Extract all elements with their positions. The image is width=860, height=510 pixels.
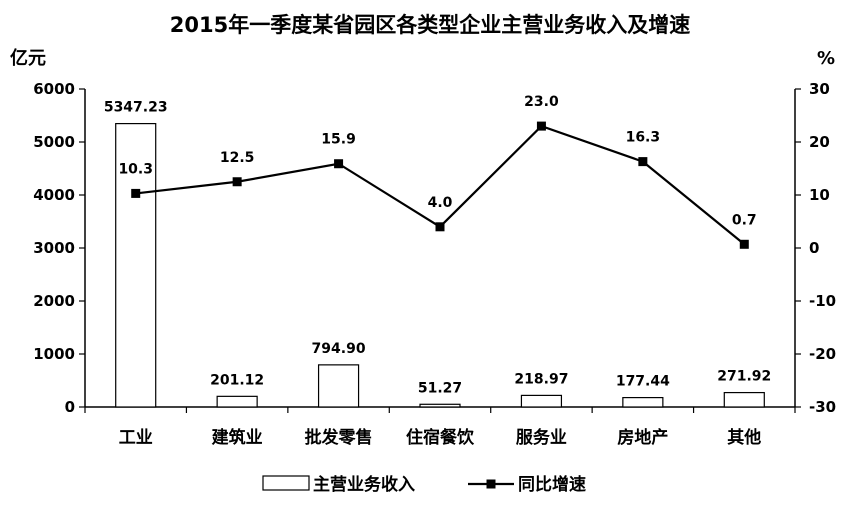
plot-area: 0 1000 2000 3000 4000 5000 6000 -30 -20 -10 0 10 20 3…: [33, 80, 836, 448]
bar-3: [317, 364, 360, 408]
growth-point-5: [536, 121, 546, 131]
y-right-tick-label: -30: [809, 398, 836, 416]
x-tick-label: 批发零售: [305, 427, 373, 448]
bar-data-label: 218.97: [514, 371, 568, 387]
y-left-tick-label: 3000: [33, 239, 75, 257]
bar-1: [115, 122, 157, 408]
y-right-tick-label: 10: [809, 186, 830, 204]
growth-point-3: [334, 159, 344, 169]
bar-6: [622, 396, 664, 408]
chart-title: 2015年一季度某省园区各类型企业主营业务收入及增速: [170, 13, 690, 37]
y-left-tick-label: 6000: [33, 80, 75, 98]
y-right-tick-label: 30: [809, 80, 830, 98]
line-data-label: 15.9: [321, 132, 356, 148]
y-left-tick-label: 2000: [33, 292, 75, 310]
growth-point-4: [435, 222, 445, 232]
bar-data-label: 5347.23: [104, 100, 168, 116]
bar-2: [216, 395, 258, 408]
x-tick-label: 其他: [727, 427, 761, 448]
bar-4: [419, 403, 461, 408]
legend-line-label: 同比增速: [518, 474, 586, 495]
y-right-unit: %: [817, 48, 835, 69]
line-data-label: 23.0: [524, 94, 559, 110]
y-left-tick-label: 4000: [33, 186, 75, 204]
bar-data-label: 51.27: [418, 380, 462, 396]
y-left-tick-label: 5000: [33, 133, 75, 151]
line-data-label: 0.7: [732, 212, 757, 228]
legend-bar-label: 主营业务收入: [313, 474, 415, 495]
x-tick-label: 服务业: [516, 427, 567, 448]
y-left-unit: 亿元: [10, 47, 46, 69]
x-tick-label: 工业: [119, 428, 153, 448]
growth-point-2: [232, 177, 242, 187]
y-left-tick-label: 0: [65, 398, 75, 416]
legend: 主营业务收入 同比增速: [262, 474, 586, 495]
bar-5: [520, 394, 563, 408]
bar-data-label: 794.90: [312, 341, 366, 357]
bar-data-label: 271.92: [717, 369, 771, 385]
growth-point-7: [739, 239, 749, 249]
x-tick-label: 住宿餐饮: [406, 427, 475, 448]
legend-bar-swatch: [262, 475, 310, 491]
x-tick-label: 房地产: [617, 427, 668, 448]
line-data-label: 12.5: [220, 150, 255, 166]
bar-7: [723, 391, 765, 408]
growth-point-6: [638, 157, 648, 167]
y-left-tick-label: 1000: [33, 345, 75, 363]
bar-data-label: 201.12: [210, 372, 264, 388]
y-right-tick-label: -10: [809, 292, 836, 310]
y-right-tick-label: 0: [809, 239, 819, 257]
y-right-tick-label: -20: [809, 345, 836, 363]
line-data-label: 10.3: [118, 161, 153, 177]
line-data-label: 16.3: [626, 130, 661, 146]
growth-point-1: [131, 188, 141, 198]
legend-line-marker: [486, 479, 496, 489]
bar-data-label: 177.44: [616, 374, 670, 390]
y-right-tick-label: 20: [809, 133, 830, 151]
x-tick-label: 建筑业: [212, 427, 263, 448]
line-data-label: 4.0: [428, 195, 453, 211]
